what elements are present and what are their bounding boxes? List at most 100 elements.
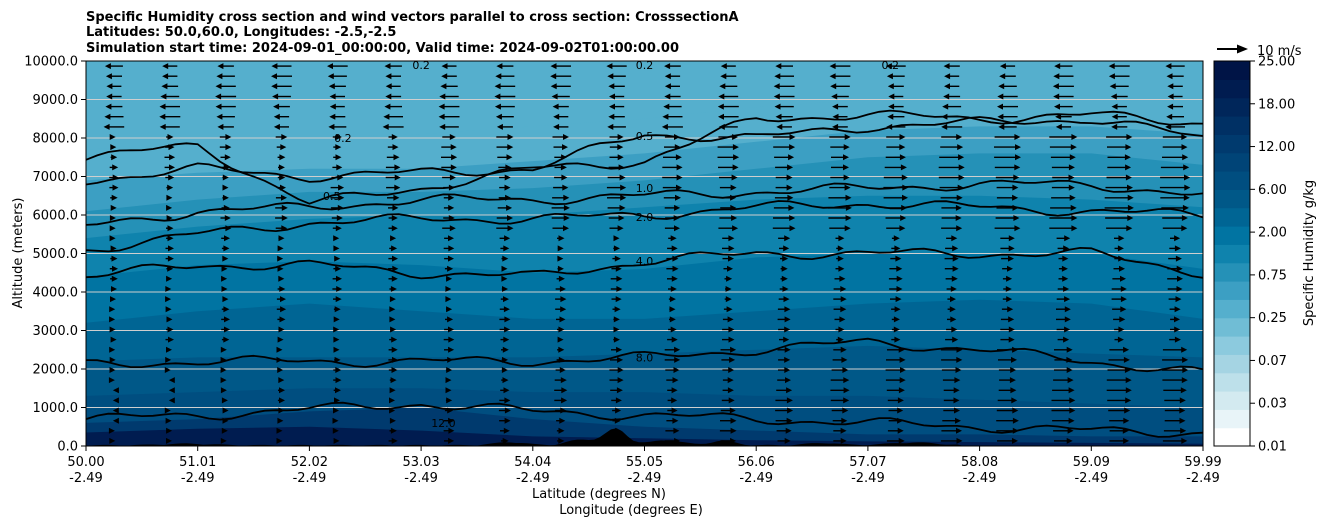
wind-vector-head [167, 235, 174, 242]
wind-vector-head [788, 154, 795, 161]
wind-vector-head [502, 346, 509, 353]
wind-vector-head [1053, 73, 1060, 80]
wind-vector-head [943, 63, 950, 70]
wind-vector-head [888, 93, 895, 100]
wind-vector-head [446, 306, 453, 313]
contour-line [86, 116, 1203, 186]
wind-vector-head [502, 377, 509, 384]
wind-vector-head [671, 336, 678, 343]
wind-vector-head [385, 83, 392, 90]
wind-vector-head [1064, 326, 1071, 333]
x-tick-label-lat: 53.03 [402, 455, 439, 470]
wind-vector-head [1063, 286, 1070, 292]
wind-vector-head [955, 204, 962, 211]
wind-vector-head [391, 245, 398, 252]
terrain-silhouette [86, 428, 1203, 446]
y-tick-label: 6000.0 [33, 209, 79, 224]
wind-vector-head [503, 306, 510, 313]
colorbar-tick-label: 18.00 [1258, 97, 1295, 112]
humidity-contours [86, 109, 1203, 438]
wind-vector-head [609, 93, 615, 100]
wind-vector-head [674, 346, 681, 353]
colorbar-ticks: 0.01 0.03 0.07 0.25 0.75 2.00 6.00 12.00 18.00 25… [1250, 55, 1295, 455]
wind-vector-head [112, 265, 118, 272]
wind-vector-head [277, 255, 284, 262]
wind-vector-head [108, 427, 115, 434]
wind-vector-head [952, 255, 959, 262]
wind-vector-head [223, 245, 230, 252]
wind-vector-head [727, 316, 734, 323]
wind-vector-head [887, 83, 894, 90]
wind-vector-head [441, 63, 448, 70]
wind-vector-head [1174, 316, 1180, 323]
wind-vector-head [504, 417, 511, 424]
wind-vector-head [1118, 326, 1125, 333]
wind-vector-head [502, 356, 508, 363]
wind-vector-head [832, 123, 839, 130]
wind-vector-head [786, 417, 793, 424]
wind-vector-head [494, 83, 501, 90]
wind-vector-head [789, 134, 796, 140]
wind-vector-head [943, 93, 950, 100]
wind-vector-head [784, 235, 791, 242]
wind-vector-head [276, 427, 283, 434]
wind-vector-head [843, 397, 850, 404]
wind-vector-head [333, 316, 340, 323]
wind-vector-head [391, 275, 398, 282]
wind-vector-head [728, 235, 735, 242]
wind-vector-head [661, 123, 668, 130]
wind-vector-head [271, 83, 278, 90]
wind-vector-head [670, 326, 677, 333]
wind-vector-head [729, 356, 736, 363]
wind-vector-head [776, 123, 783, 130]
wind-vector-head [674, 144, 681, 151]
wind-vector-head [494, 93, 501, 100]
wind-vector-head [886, 123, 893, 130]
colorbar-tick-label: 6.00 [1258, 183, 1287, 198]
wind-vector-head [502, 437, 509, 444]
wind-vector-head [561, 387, 568, 394]
wind-vector-head [1183, 164, 1190, 171]
wind-vector-head [1184, 184, 1191, 191]
wind-vector-head [1179, 407, 1186, 414]
wind-vector-head [327, 73, 334, 80]
wind-vector-head [105, 73, 112, 80]
wind-vector-head [672, 255, 679, 262]
wind-vector-head [1174, 326, 1181, 333]
colorbar-segment [1214, 171, 1250, 190]
colorbar-segment [1214, 281, 1250, 300]
wind-vector-head [220, 387, 227, 394]
wind-vector-head [215, 93, 222, 100]
wind-vector-head [1165, 123, 1172, 130]
wind-vector-head [726, 275, 733, 282]
wind-vector-head [840, 296, 847, 303]
wind-vector-head [941, 123, 948, 130]
contour-line [86, 109, 1203, 205]
wind-vector-head [273, 103, 280, 110]
wind-vector-head [782, 286, 789, 292]
wind-vector-head [553, 113, 560, 120]
wind-vector-head [557, 255, 564, 262]
wind-vector-head [1174, 306, 1181, 313]
wind-vector-head [560, 296, 567, 303]
wind-vector-head [730, 184, 737, 191]
wind-vector-head [1013, 174, 1020, 181]
wind-vector-head [719, 83, 726, 90]
wind-vector-head [1111, 103, 1118, 110]
wind-vector-head [663, 103, 670, 110]
wind-vector-head [953, 397, 960, 404]
wind-vector-head [1068, 387, 1075, 394]
plot-area: 0.20.50.51.02.04.08.012.00.20.20.2 [86, 61, 1203, 446]
wind-vector-head [216, 73, 223, 80]
wind-vector-head [112, 164, 119, 171]
wind-vector-head [675, 194, 681, 201]
wind-vector-head [272, 93, 279, 100]
wind-vector-head [110, 245, 117, 252]
wind-vector-head [279, 154, 286, 161]
wind-vector-head [504, 174, 511, 181]
wind-vector-head [448, 417, 455, 424]
wind-vector-head [333, 437, 340, 444]
wind-vector-head [1011, 397, 1018, 404]
wind-vector-head [950, 296, 956, 303]
wind-vector-head [613, 316, 620, 323]
